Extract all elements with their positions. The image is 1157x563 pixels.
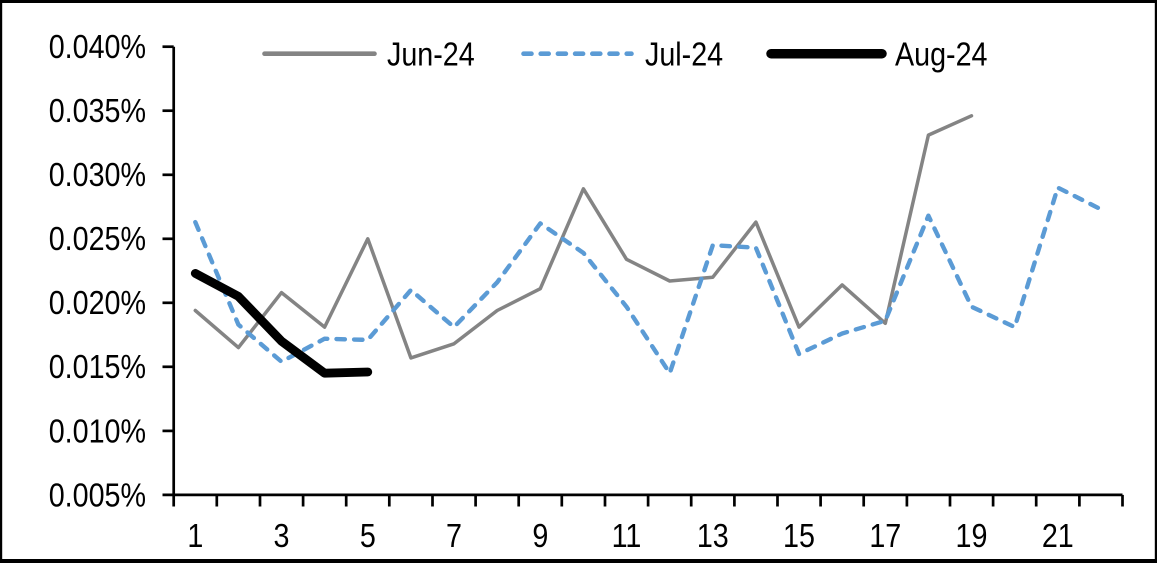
svg-text:21: 21 [1042, 517, 1074, 554]
svg-text:5: 5 [360, 517, 376, 554]
svg-text:0.020%: 0.020% [49, 284, 146, 321]
svg-text:0.040%: 0.040% [49, 28, 146, 65]
svg-text:0.025%: 0.025% [49, 220, 146, 257]
svg-text:9: 9 [532, 517, 548, 554]
svg-text:11: 11 [612, 517, 642, 554]
svg-text:0.005%: 0.005% [49, 476, 146, 513]
svg-text:0.015%: 0.015% [49, 348, 146, 385]
svg-text:Jul-24: Jul-24 [645, 35, 723, 72]
svg-text:Aug-24: Aug-24 [895, 35, 988, 72]
svg-text:1: 1 [187, 517, 203, 554]
svg-text:15: 15 [783, 517, 815, 554]
svg-text:17: 17 [869, 517, 901, 554]
svg-text:13: 13 [697, 517, 729, 554]
svg-text:0.010%: 0.010% [49, 412, 146, 449]
svg-text:0.030%: 0.030% [49, 156, 146, 193]
svg-text:7: 7 [446, 517, 462, 554]
svg-text:3: 3 [274, 517, 290, 554]
svg-text:Jun-24: Jun-24 [387, 35, 475, 72]
svg-text:19: 19 [956, 517, 988, 554]
svg-text:0.035%: 0.035% [49, 92, 146, 129]
